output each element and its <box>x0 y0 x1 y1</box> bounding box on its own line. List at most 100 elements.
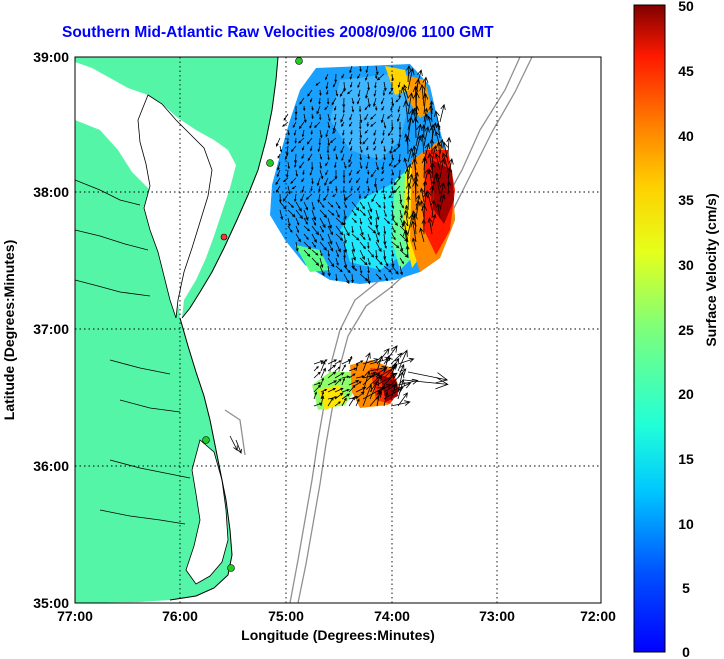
arrow-icon <box>306 137 313 145</box>
arrow-icon <box>303 241 312 250</box>
arrow-icon <box>348 177 353 184</box>
arrow-icon <box>327 153 330 161</box>
arrow-icon <box>419 83 426 107</box>
arrow-icon <box>310 145 313 152</box>
arrow-icon <box>313 365 319 372</box>
arrow-icon <box>359 225 364 236</box>
arrow-icon <box>348 153 353 164</box>
arrow-icon <box>298 161 305 169</box>
arrow-icon <box>295 233 301 243</box>
arrow-icon <box>366 145 369 151</box>
x-tick-label: 75:00 <box>268 608 304 624</box>
grid <box>75 57 601 603</box>
arrow-icon <box>351 265 358 272</box>
arrow-icon <box>311 257 320 266</box>
arrow-icon <box>355 362 359 372</box>
arrow-icon <box>373 137 377 146</box>
arrow-icon <box>390 368 407 386</box>
arrow-icon <box>343 265 351 274</box>
arrow-icon <box>412 85 419 107</box>
arrow-icon <box>376 348 390 365</box>
arrow-icon <box>348 161 353 168</box>
arrow-icon <box>316 177 321 187</box>
arrow-icon <box>405 135 411 155</box>
arrow-icon <box>294 137 297 144</box>
arrow-icon <box>350 145 353 152</box>
arrow-icon <box>324 177 329 187</box>
arrow-icon <box>275 177 281 186</box>
arrow-icon <box>395 97 401 103</box>
arrow-icon <box>383 241 387 249</box>
arrow-icon <box>311 249 319 256</box>
arrow-icon <box>327 121 331 129</box>
arrow-icon <box>287 217 291 227</box>
arrow-icon <box>349 73 353 80</box>
arrow-icon <box>309 169 313 176</box>
arrow-icon <box>439 193 446 211</box>
arrow-icon <box>309 97 313 103</box>
arrow-icon <box>351 233 360 241</box>
arrow-icon <box>342 129 345 136</box>
arrow-icon <box>303 209 309 221</box>
arrow-icon <box>383 225 387 235</box>
arrow-icon <box>359 265 363 275</box>
arrow-icon <box>313 382 322 386</box>
arrow-icon <box>351 241 356 253</box>
land-delmarva <box>75 57 278 318</box>
arrow-icon <box>348 384 356 393</box>
arrow-icon <box>349 65 353 74</box>
bathymetry-contours <box>224 57 533 603</box>
arrow-icon <box>310 161 314 171</box>
arrow-icon <box>316 105 321 115</box>
arrow-icon <box>381 169 385 175</box>
arrow-icon <box>383 121 387 129</box>
arrow-icon <box>367 273 371 285</box>
arrow-icon <box>367 233 371 242</box>
arrow-icon <box>298 121 305 130</box>
arrow-icon <box>287 201 294 209</box>
arrow-icon <box>373 97 377 107</box>
arrow-icon <box>334 392 344 400</box>
arrow-icon <box>398 129 402 138</box>
arrow-icon <box>392 145 401 152</box>
arrow-icon <box>374 73 378 80</box>
arrow-icon <box>276 169 281 178</box>
arrow-icon <box>415 134 422 155</box>
arrow-icon <box>359 145 363 154</box>
arrow-icon <box>311 241 316 248</box>
arrow-icon <box>351 249 356 261</box>
arrow-icon <box>407 163 412 179</box>
arrow-icon <box>299 97 305 105</box>
arrow-icon <box>348 380 360 386</box>
arrow-icon <box>293 193 297 203</box>
arrow-icon <box>344 193 353 201</box>
arrow-icon <box>387 113 393 119</box>
arrow-icon <box>301 153 305 160</box>
colorbar <box>633 4 666 653</box>
arrow-icon <box>275 137 281 147</box>
arrow-icon <box>366 121 370 127</box>
arrow-icon <box>332 193 337 198</box>
arrow-icon <box>387 129 393 137</box>
arrow-icon <box>285 145 289 156</box>
arrow-icon <box>313 360 325 365</box>
arrow-icon <box>357 89 361 98</box>
arrow-icon <box>370 169 377 178</box>
arrow-icon <box>391 217 398 227</box>
arrow-icon <box>367 257 371 266</box>
colorbar-ticks: 50 45 40 35 30 25 20 15 10 5 0 <box>678 0 694 659</box>
arrow-icon <box>334 366 341 372</box>
arrow-icon <box>365 89 369 99</box>
arrow-icon <box>287 209 296 218</box>
arrow-icon <box>349 113 353 121</box>
arrow-icon <box>343 249 346 259</box>
y-tick-label: 35:00 <box>33 595 69 611</box>
arrow-icon <box>348 367 357 372</box>
arrow-icon <box>315 81 321 86</box>
arrow-icon <box>342 170 346 179</box>
arrow-icon <box>415 200 421 219</box>
arrow-icon <box>348 373 356 379</box>
arrow-icon <box>423 107 429 123</box>
arrow-icon <box>319 241 327 251</box>
arrow-icon <box>334 372 345 379</box>
